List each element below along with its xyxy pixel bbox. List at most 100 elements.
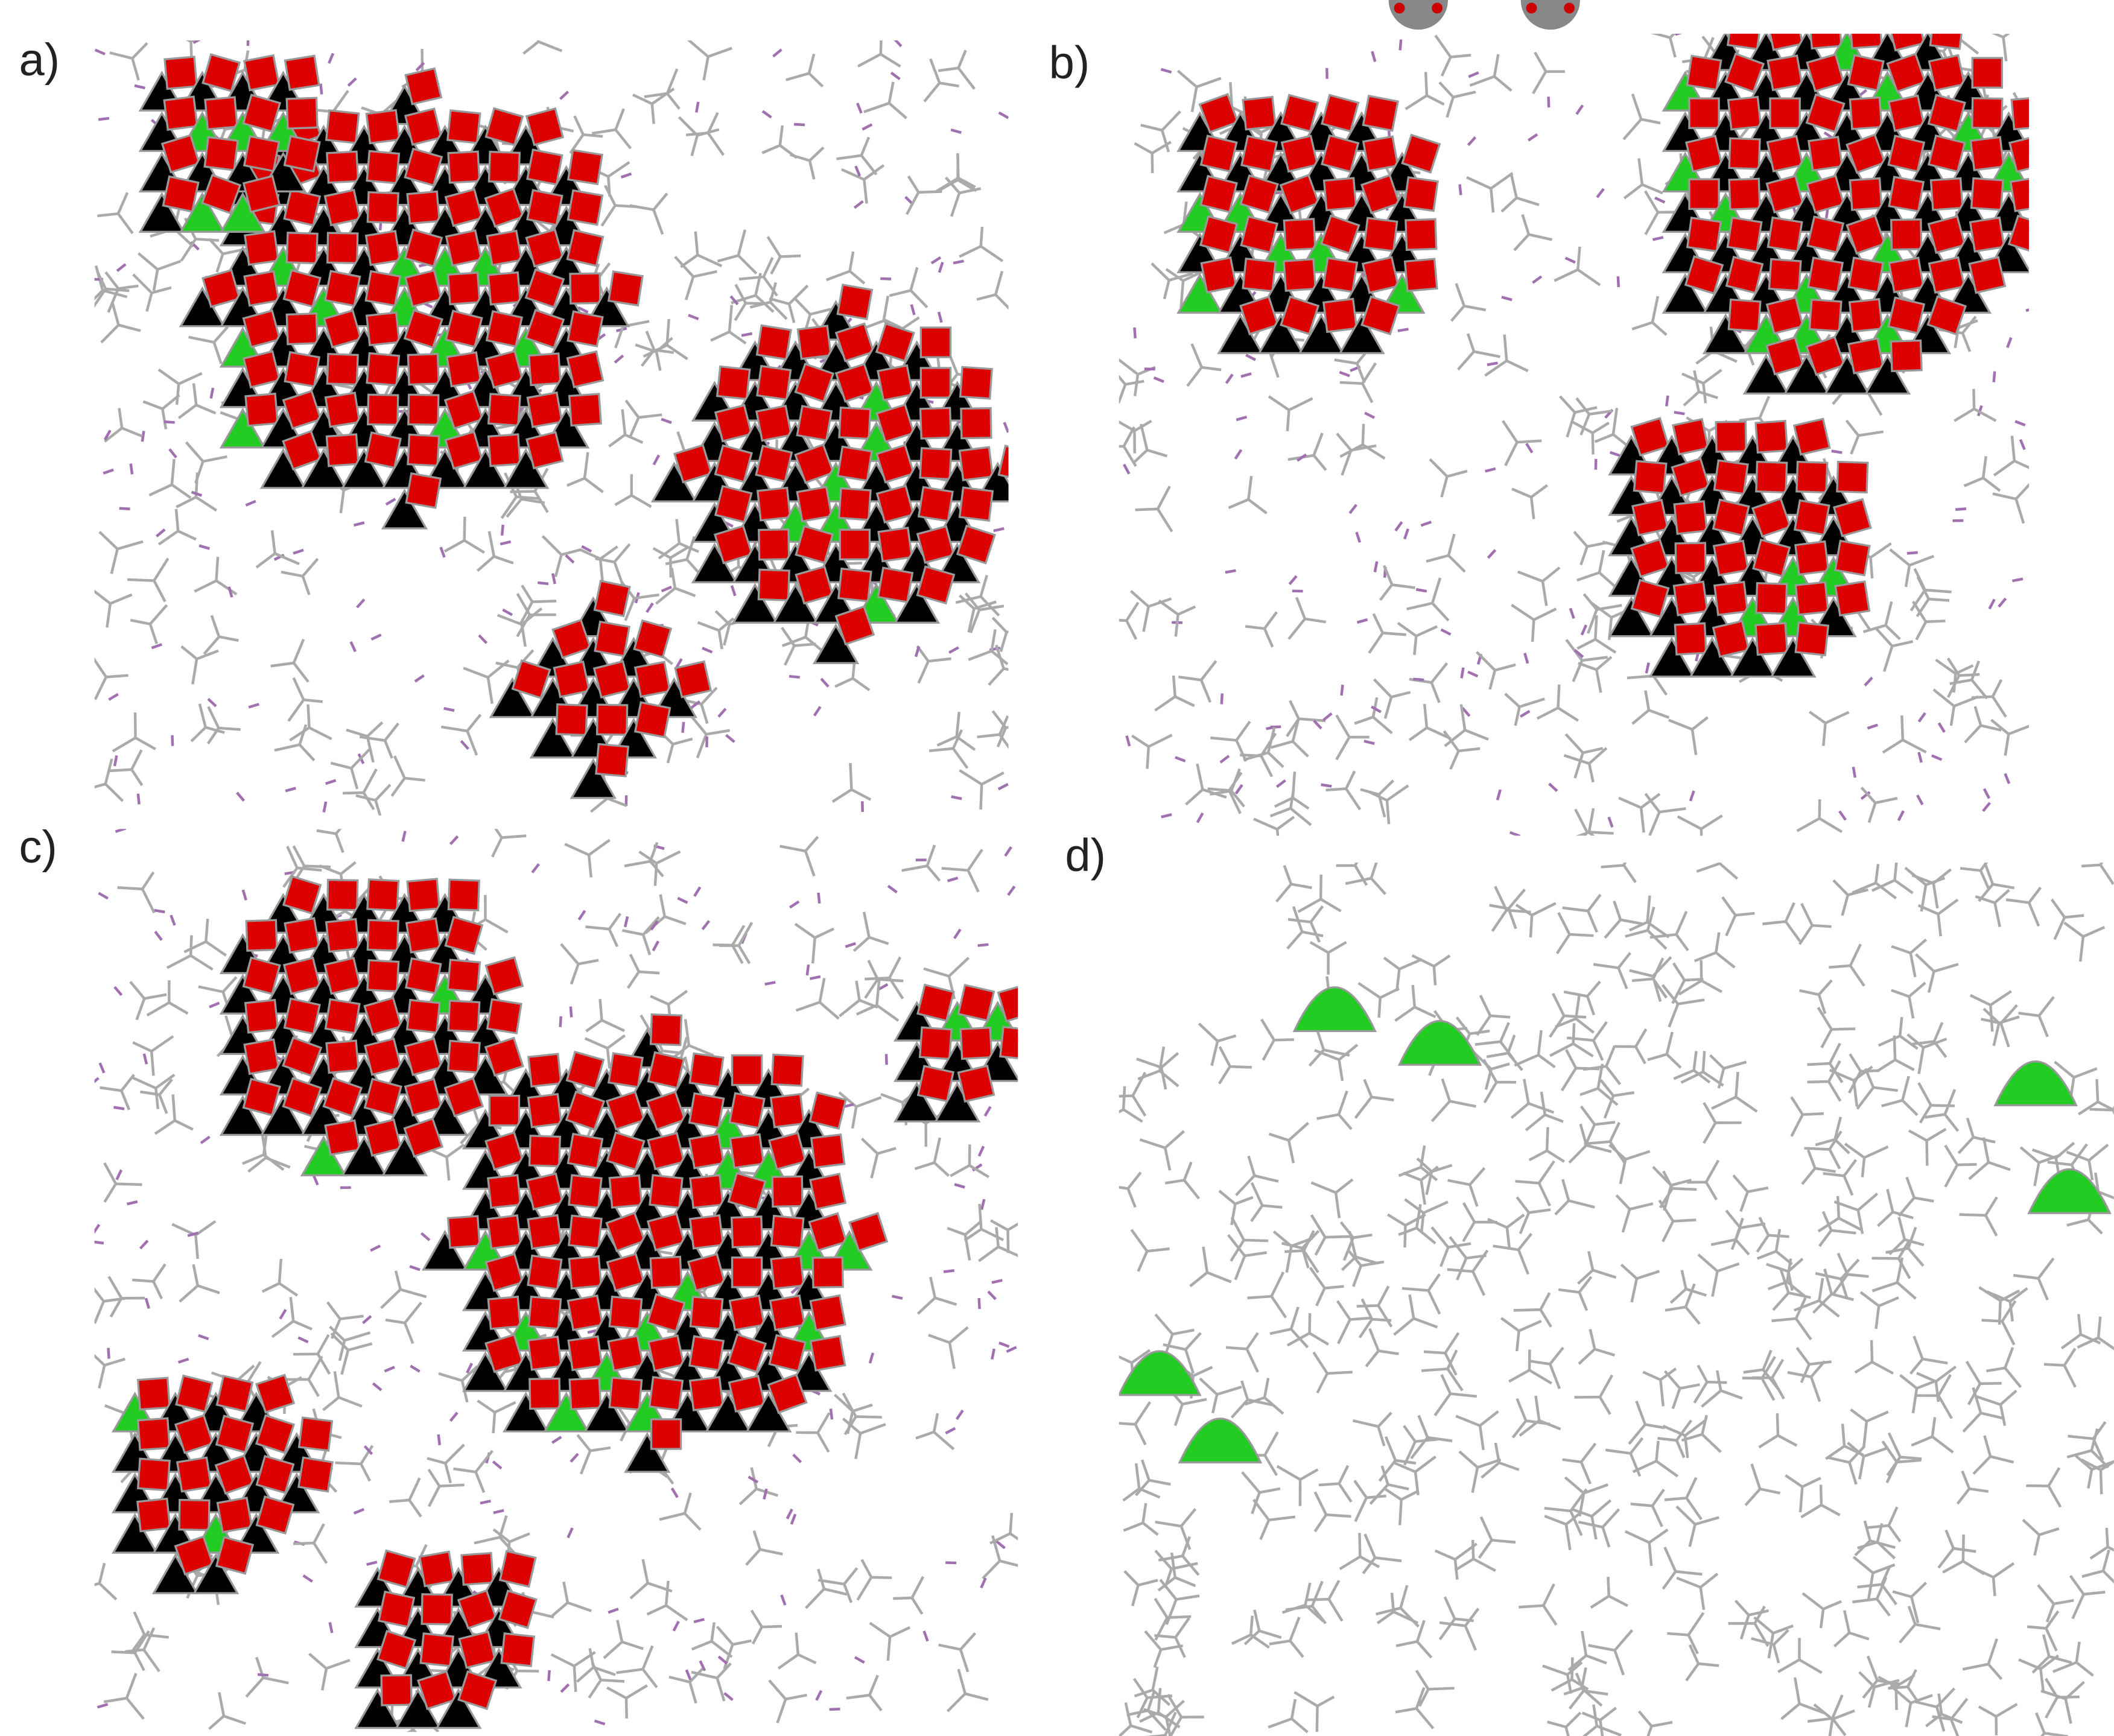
molecule-network bbox=[77, 1563, 116, 1599]
molecule-network bbox=[1963, 1639, 2001, 1679]
green-cluster bbox=[2029, 1169, 2110, 1213]
molecule-network bbox=[1878, 1189, 1914, 1226]
molecule-network bbox=[1395, 985, 1435, 1021]
solvent-molecule bbox=[1398, 329, 1409, 331]
solvent-molecule bbox=[198, 1335, 209, 1339]
solvent-molecule bbox=[298, 1337, 308, 1342]
solvent-molecule bbox=[807, 965, 808, 975]
molecule-network bbox=[795, 924, 834, 963]
molecule-network bbox=[1289, 597, 1326, 639]
square-unit bbox=[878, 366, 913, 401]
molecule-network bbox=[172, 1221, 215, 1259]
square-unit bbox=[568, 1134, 602, 1168]
square-unit bbox=[729, 1093, 764, 1128]
square-unit bbox=[406, 474, 440, 508]
molecule-network bbox=[1493, 1234, 1532, 1274]
square-unit bbox=[1767, 136, 1802, 171]
square-unit bbox=[367, 879, 399, 911]
square-unit bbox=[921, 328, 950, 357]
panel-content bbox=[77, 819, 1035, 1736]
molecule-network bbox=[1100, 427, 1136, 466]
solvent-molecule bbox=[1675, 31, 1686, 35]
molecule-network bbox=[1315, 1492, 1351, 1532]
square-unit bbox=[328, 233, 358, 263]
panel-content bbox=[81, 21, 1034, 825]
square-unit bbox=[327, 354, 358, 385]
solvent-molecule bbox=[415, 676, 424, 682]
square-unit bbox=[650, 1377, 683, 1410]
molecule-network bbox=[1505, 694, 1544, 726]
molecule-network bbox=[524, 21, 562, 54]
molecule-network bbox=[1187, 344, 1221, 386]
square-unit bbox=[918, 1066, 953, 1101]
square-unit bbox=[138, 1499, 170, 1532]
molecule-network bbox=[653, 547, 688, 577]
square-unit bbox=[421, 1633, 453, 1666]
molecule-network bbox=[521, 585, 556, 623]
square-unit bbox=[920, 408, 951, 439]
molecule-network bbox=[191, 704, 224, 741]
molecule-network bbox=[1809, 712, 1849, 746]
molecule-network bbox=[113, 712, 156, 751]
square-unit bbox=[246, 920, 277, 951]
square-unit bbox=[367, 920, 398, 951]
square-unit bbox=[287, 314, 317, 344]
solvent-molecule bbox=[330, 1623, 332, 1633]
square-unit bbox=[138, 1418, 170, 1449]
molecule-network bbox=[1199, 1024, 1236, 1066]
molecule-network bbox=[1911, 569, 1952, 610]
square-unit bbox=[609, 1176, 641, 1208]
molecule-network bbox=[659, 1493, 700, 1530]
square-unit bbox=[1284, 219, 1315, 250]
square-unit bbox=[918, 985, 954, 1021]
solvent-molecule bbox=[732, 586, 735, 596]
molecule-network bbox=[1863, 1656, 1899, 1697]
molecule-network bbox=[272, 1297, 312, 1337]
square-unit bbox=[690, 1094, 724, 1128]
solvent-molecule bbox=[818, 893, 819, 904]
solvent-molecule bbox=[694, 1620, 704, 1622]
molecule-network bbox=[1355, 1080, 1394, 1118]
solvent-molecule bbox=[451, 1413, 457, 1421]
square-unit bbox=[810, 1296, 845, 1331]
molecule-network bbox=[256, 530, 299, 567]
solvent-molecule bbox=[1236, 417, 1246, 420]
solvent-molecule bbox=[994, 528, 1004, 531]
solvent-molecule bbox=[1161, 814, 1172, 817]
molecule-network bbox=[1861, 1292, 1899, 1329]
molecule-network bbox=[133, 1036, 173, 1075]
molecule-network bbox=[1911, 1418, 1953, 1452]
molecule-network bbox=[1766, 1259, 1803, 1291]
molecule-network bbox=[1702, 1370, 1742, 1407]
solvent-molecule bbox=[354, 1509, 364, 1513]
solvent-molecule bbox=[142, 431, 144, 442]
square-unit bbox=[488, 273, 520, 305]
molecule-network bbox=[1882, 1076, 1917, 1115]
square-unit bbox=[284, 958, 320, 994]
solvent-molecule bbox=[1939, 723, 1944, 732]
solvent-molecule bbox=[249, 704, 259, 707]
square-unit bbox=[877, 486, 913, 522]
square-unit bbox=[1756, 421, 1787, 452]
solvent-molecule bbox=[932, 258, 941, 264]
molecule-network bbox=[204, 615, 238, 654]
molecule-network bbox=[1405, 1199, 1448, 1232]
solvent-molecule bbox=[1917, 795, 1923, 805]
solvent-molecule bbox=[568, 1528, 572, 1538]
square-unit bbox=[489, 434, 520, 466]
solvent-molecule bbox=[155, 931, 162, 940]
solvent-molecule bbox=[682, 722, 684, 733]
square-unit bbox=[650, 1175, 682, 1208]
molecule-network bbox=[1791, 1097, 1824, 1136]
square-unit bbox=[1929, 136, 1965, 172]
solvent-molecule bbox=[1468, 137, 1476, 145]
molecule-network bbox=[1643, 1369, 1676, 1406]
molecule-network bbox=[1448, 1168, 1485, 1206]
solvent-molecule bbox=[116, 1170, 121, 1180]
solvent-molecule bbox=[888, 886, 897, 893]
solvent-molecule bbox=[450, 836, 457, 844]
solvent-molecule bbox=[98, 893, 107, 899]
molecule-network bbox=[640, 852, 681, 886]
square-unit bbox=[771, 1256, 804, 1288]
molecule-network bbox=[1514, 215, 1552, 250]
